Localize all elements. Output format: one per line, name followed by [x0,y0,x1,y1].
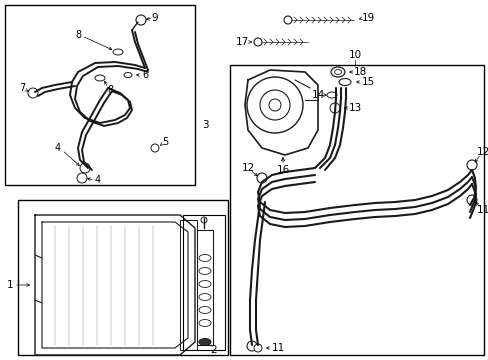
Bar [18,200,227,355]
Ellipse shape [338,78,350,85]
Circle shape [28,88,38,98]
Bar [5,5,195,185]
Bar [183,215,224,350]
Text: 17: 17 [235,37,248,47]
Ellipse shape [199,320,210,327]
Text: 10: 10 [348,50,361,60]
Text: 12: 12 [241,163,254,173]
Ellipse shape [113,49,123,55]
Text: 4: 4 [55,143,61,153]
Bar [229,65,483,355]
Text: 4: 4 [95,175,101,185]
Text: 9: 9 [151,13,158,23]
Circle shape [257,173,266,183]
Bar [197,230,213,345]
Text: 7: 7 [19,83,25,93]
Circle shape [466,195,476,205]
Circle shape [253,344,262,352]
Circle shape [136,15,146,25]
Circle shape [466,160,476,170]
Text: 12: 12 [475,147,488,157]
Text: 16: 16 [276,165,289,175]
Ellipse shape [95,75,105,81]
Circle shape [246,341,257,351]
Ellipse shape [326,92,336,98]
Text: 18: 18 [353,67,366,77]
Ellipse shape [199,306,210,314]
Circle shape [80,163,90,173]
Ellipse shape [124,72,132,77]
Bar [180,220,197,350]
Ellipse shape [199,293,210,301]
Ellipse shape [334,69,341,75]
Text: 14: 14 [311,90,324,100]
Circle shape [151,144,159,152]
Circle shape [201,217,206,223]
Circle shape [77,173,87,183]
Text: 19: 19 [361,13,374,23]
Circle shape [329,103,339,113]
Ellipse shape [330,67,345,77]
Text: 3: 3 [201,120,208,130]
Ellipse shape [199,255,210,261]
Text: 15: 15 [361,77,374,87]
Text: 8: 8 [107,85,113,95]
Ellipse shape [199,280,210,288]
Ellipse shape [199,267,210,274]
Text: 2: 2 [210,345,217,355]
Text: 8: 8 [75,30,81,40]
Text: 11: 11 [271,343,284,353]
Circle shape [284,16,291,24]
Text: 6: 6 [142,70,148,80]
Text: 5: 5 [162,137,168,147]
Text: 11: 11 [475,205,488,215]
Ellipse shape [199,338,210,346]
Text: 1: 1 [7,280,13,290]
Circle shape [253,38,262,46]
Text: 13: 13 [347,103,361,113]
Circle shape [268,99,281,111]
